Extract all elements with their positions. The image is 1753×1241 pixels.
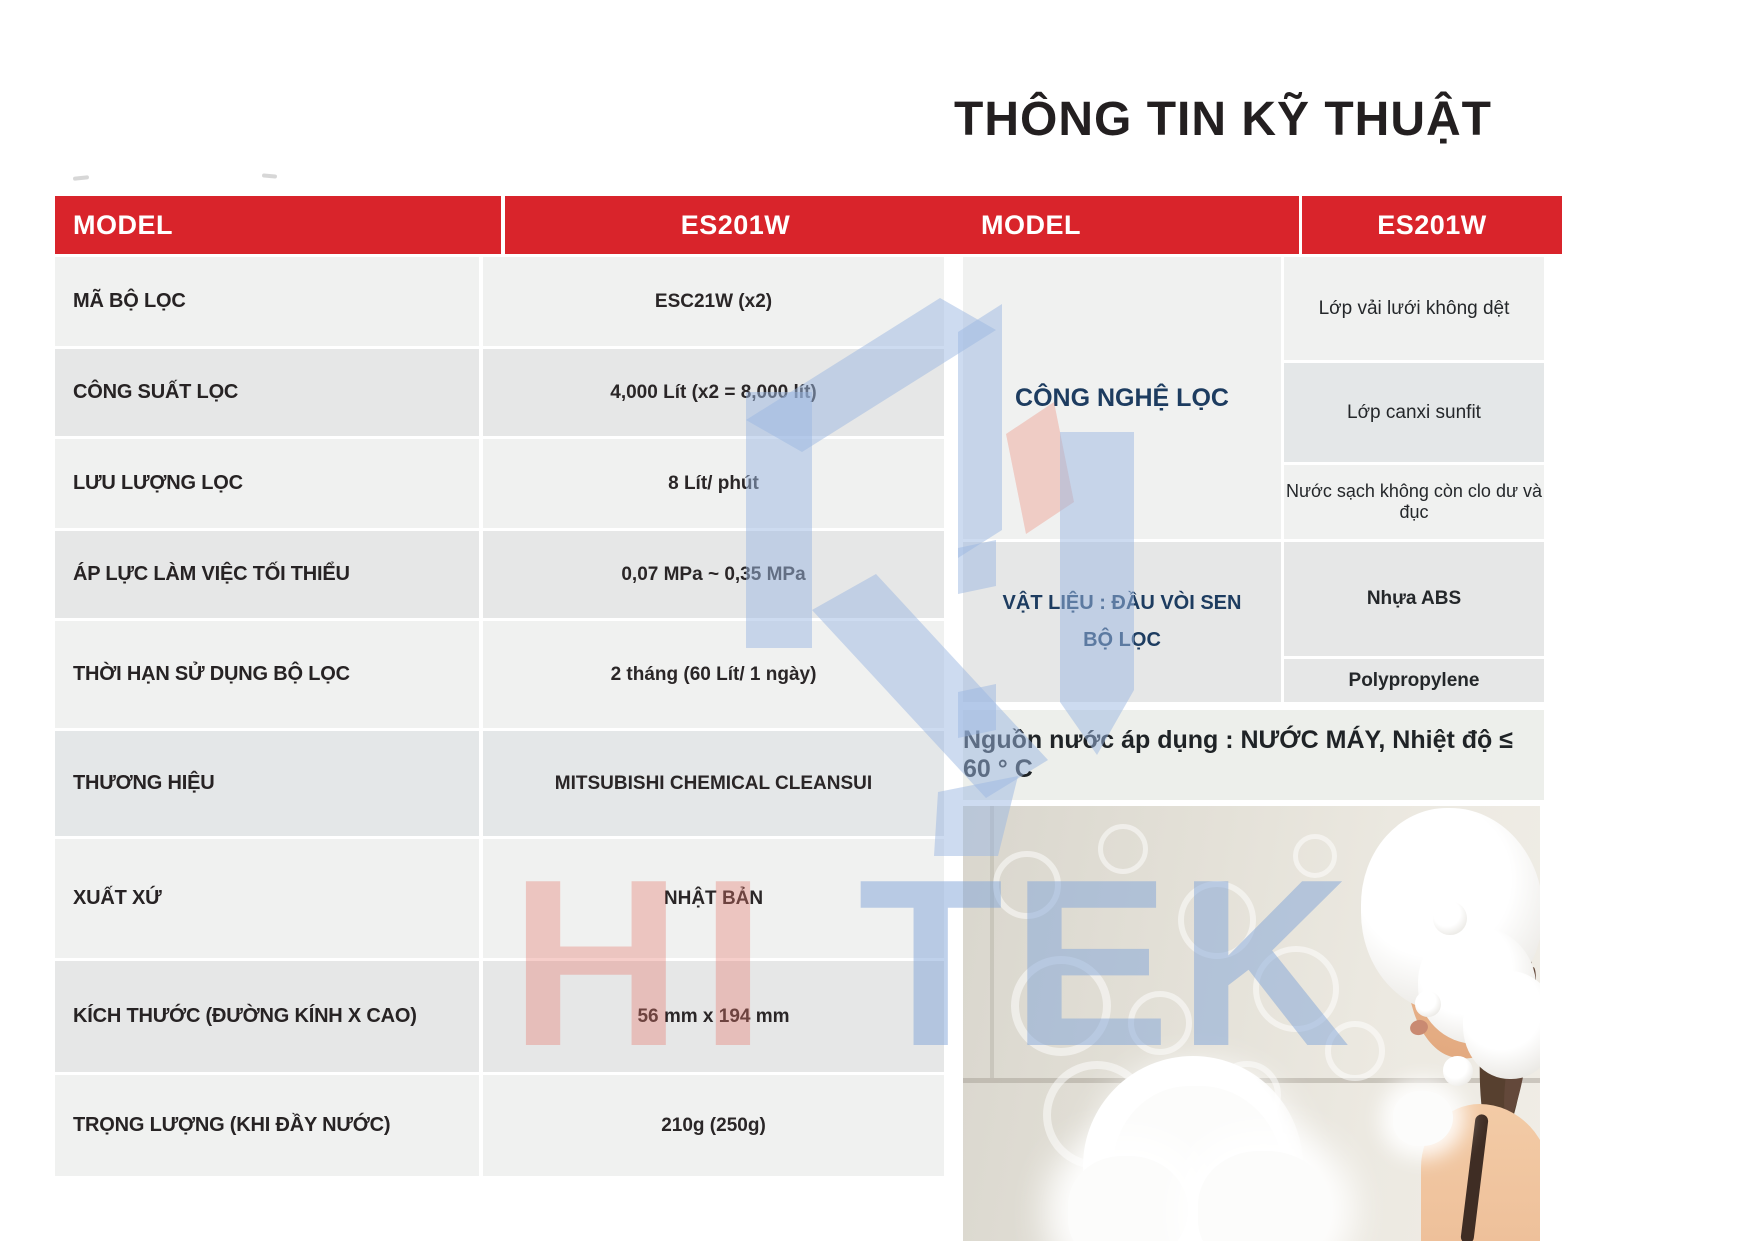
- row-value: NHẬT BẢN: [483, 836, 944, 958]
- tech-value: Lớp vải lưới không dệt: [1284, 254, 1544, 360]
- right-table-header: MODEL ES201W: [963, 196, 1562, 254]
- foam-cloud: [1198, 1151, 1333, 1241]
- artifact-mark: [261, 173, 278, 179]
- tech-group-label: CÔNG NGHỆ LỌC: [963, 254, 1281, 539]
- material-label-line2: BỘ LỌC: [1083, 629, 1161, 651]
- row-value: ESC21W (x2): [483, 254, 944, 346]
- foam-shoulder: [1393, 1091, 1453, 1146]
- table-row: THỜI HẠN SỬ DỤNG BỘ LỌC 2 tháng (60 Lít/…: [55, 618, 948, 728]
- row-value: 0,07 MPa ~ 0,35 MPa: [483, 528, 944, 618]
- tile-seam: [990, 806, 994, 1078]
- left-table-header: MODEL ES201W: [55, 196, 966, 254]
- bubble: [1253, 946, 1339, 1032]
- row-value: 2 tháng (60 Lít/ 1 ngày): [483, 618, 944, 728]
- foam-cloud: [1068, 1156, 1188, 1241]
- bubble: [1325, 1021, 1385, 1081]
- row-label: THƯƠNG HIỆU: [55, 728, 483, 836]
- row-value: 4,000 Lít (x2 = 8,000 lít): [483, 346, 944, 436]
- right-header-es201w: ES201W: [1302, 196, 1562, 254]
- bubble: [1098, 824, 1148, 874]
- foam-dot: [1415, 991, 1441, 1017]
- page-title: THÔNG TIN KỸ THUẬT: [954, 93, 1492, 146]
- column-divider: [501, 196, 505, 254]
- foam-dot: [1443, 1056, 1473, 1086]
- row-label: CÔNG SUẤT LỌC: [55, 346, 483, 436]
- tech-value: Nước sạch không còn clo dư và đục: [1284, 462, 1544, 539]
- row-label: LƯU LƯỢNG LỌC: [55, 436, 483, 528]
- left-header-es201w: ES201W: [505, 196, 966, 254]
- table-row: ÁP LỰC LÀM VIỆC TỐI THIỂU 0,07 MPa ~ 0,3…: [55, 528, 948, 618]
- bubble: [993, 851, 1061, 919]
- row-label: THỜI HẠN SỬ DỤNG BỘ LỌC: [55, 618, 483, 728]
- material-label-line1: VẬT LIỆU : ĐẦU VÒI SEN: [1002, 592, 1242, 614]
- left-header-model: MODEL: [55, 196, 501, 254]
- column-divider: [1299, 196, 1302, 254]
- table-row: KÍCH THƯỚC (ĐƯỜNG KÍNH X CAO) 56 mm x 19…: [55, 958, 948, 1072]
- row-value: 56 mm x 194 mm: [483, 958, 944, 1072]
- right-header-model: MODEL: [963, 196, 1299, 254]
- table-row: TRỌNG LƯỢNG (KHI ĐẦY NƯỚC) 210g (250g): [55, 1072, 948, 1176]
- bubble: [1178, 881, 1256, 959]
- foam-cap: [1463, 971, 1540, 1079]
- row-label: KÍCH THƯỚC (ĐƯỜNG KÍNH X CAO): [55, 958, 483, 1072]
- material-value: Nhựa ABS: [1284, 539, 1544, 656]
- bubble: [1011, 956, 1111, 1056]
- material-group-label: VẬT LIỆU : ĐẦU VÒI SEN BỘ LỌC: [963, 539, 1281, 702]
- bubble: [1293, 834, 1337, 878]
- table-row: MÃ BỘ LỌC ESC21W (x2): [55, 254, 948, 346]
- row-label: XUẤT XỨ: [55, 836, 483, 958]
- table-row: THƯƠNG HIỆU MITSUBISHI CHEMICAL CLEANSUI: [55, 728, 948, 836]
- foam-dot: [1433, 901, 1467, 935]
- row-label: ÁP LỰC LÀM VIỆC TỐI THIỂU: [55, 528, 483, 618]
- row-value: 8 Lít/ phút: [483, 436, 944, 528]
- bubble: [1128, 991, 1192, 1055]
- row-value: MITSUBISHI CHEMICAL CLEANSUI: [483, 728, 944, 836]
- artifact-mark: [72, 175, 90, 181]
- water-source-note: Nguồn nước áp dụng : NƯỚC MÁY, Nhiệt độ …: [963, 710, 1544, 800]
- material-value: Polypropylene: [1284, 656, 1544, 702]
- tech-value: Lớp canxi sunfit: [1284, 360, 1544, 462]
- table-row: LƯU LƯỢNG LỌC 8 Lít/ phút: [55, 436, 948, 528]
- child-bath-photo: [963, 806, 1540, 1241]
- table-row: CÔNG SUẤT LỌC 4,000 Lít (x2 = 8,000 lít): [55, 346, 948, 436]
- row-value: 210g (250g): [483, 1072, 944, 1176]
- table-row: XUẤT XỨ NHẬT BẢN: [55, 836, 948, 958]
- row-label: TRỌNG LƯỢNG (KHI ĐẦY NƯỚC): [55, 1072, 483, 1176]
- row-label: MÃ BỘ LỌC: [55, 254, 483, 346]
